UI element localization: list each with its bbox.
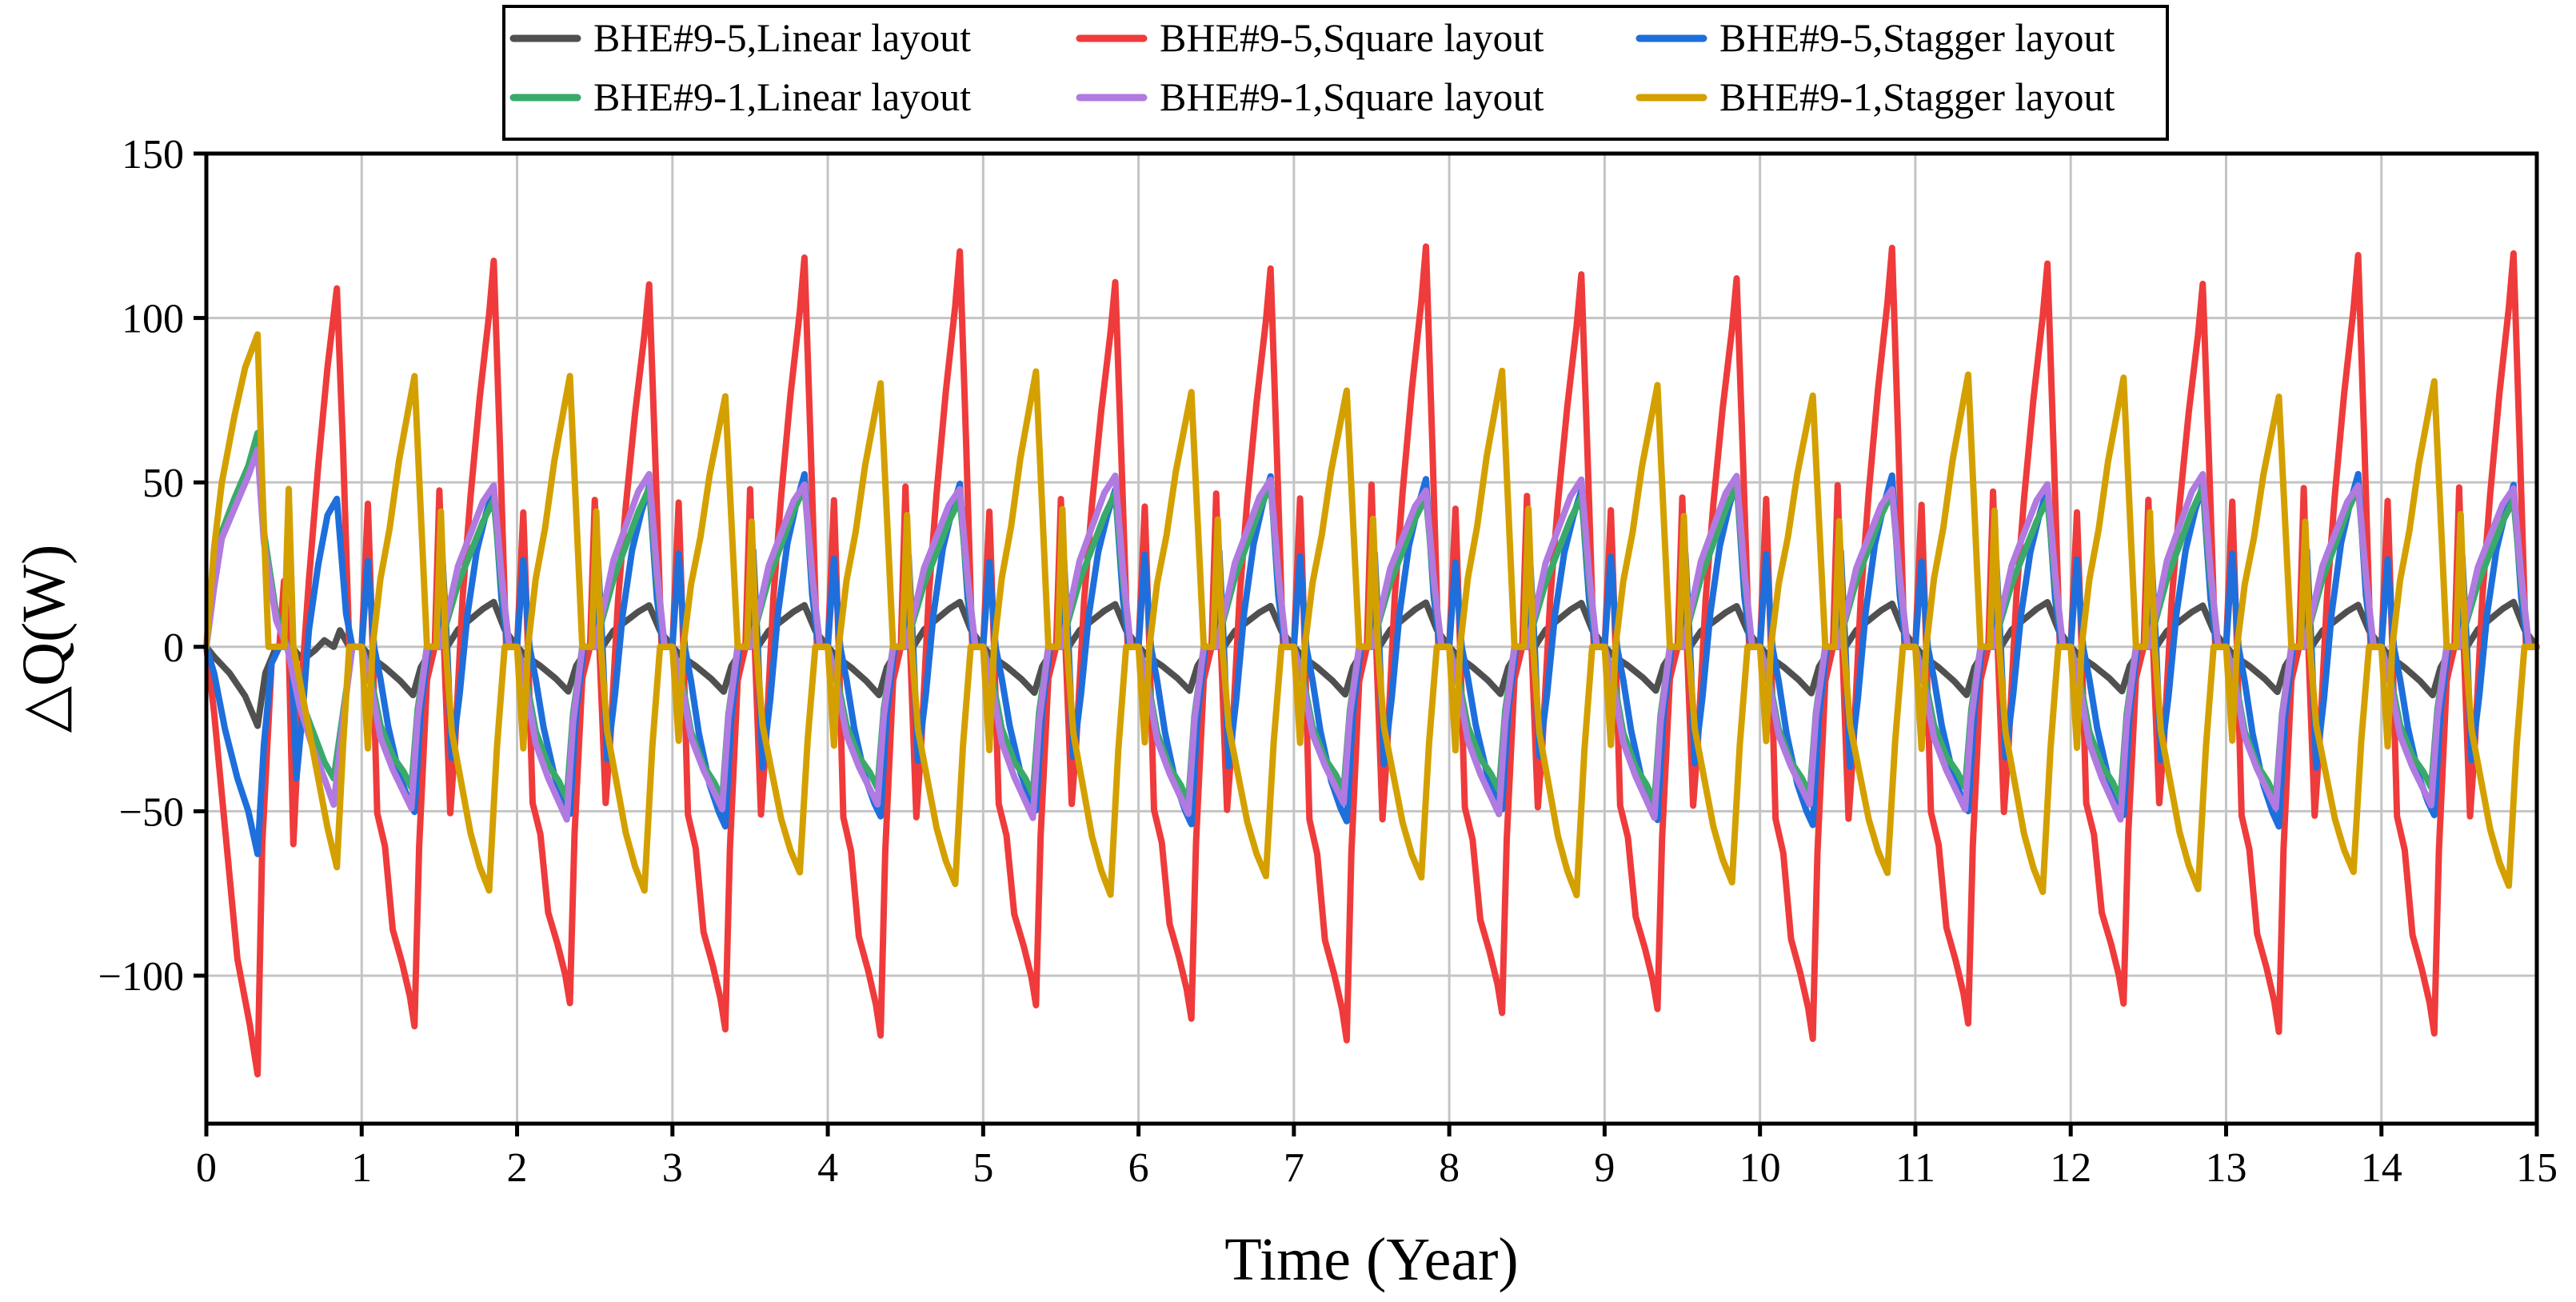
legend-box: [502, 5, 2169, 141]
legend-label: BHE#9-5,Linear layout: [593, 15, 971, 60]
x-tick-label: 1: [351, 1145, 372, 1191]
x-tick-label: 14: [2361, 1145, 2402, 1191]
y-tick-label: −100: [98, 954, 184, 1000]
plot-frame: [204, 151, 2539, 1126]
legend: BHE#9-5,Linear layout BHE#9-5,Square layo…: [502, 5, 2169, 141]
series-line-bhe-9-1-stagger-layout: [203, 331, 2540, 899]
x-tick-label: 2: [507, 1145, 528, 1191]
x-tick-label: 4: [817, 1145, 838, 1191]
y-axis-title: △Q(W): [10, 545, 78, 733]
x-tick-label: 13: [2205, 1145, 2247, 1191]
legend-label: BHE#9-1,Linear layout: [593, 74, 971, 119]
x-tick-label: 12: [2050, 1145, 2091, 1191]
legend-label: BHE#9-1,Square layout: [1160, 74, 1544, 119]
x-tick-label: 5: [972, 1145, 993, 1191]
x-axis-title: Time (Year): [1224, 1226, 1518, 1293]
y-tick-label: 0: [163, 625, 184, 671]
x-tick-label: 10: [1739, 1145, 1781, 1191]
x-tick-label: 8: [1439, 1145, 1460, 1191]
x-tick-label: 15: [2516, 1145, 2558, 1191]
x-tick-label: 7: [1284, 1145, 1304, 1191]
x-tick-label: 9: [1594, 1145, 1615, 1191]
x-tick-label: 0: [196, 1145, 217, 1191]
x-tick-label: 6: [1128, 1145, 1149, 1191]
x-tick-label: 11: [1895, 1145, 1935, 1191]
x-tick-label: 3: [662, 1145, 683, 1191]
y-tick-label: 150: [122, 132, 184, 178]
y-tick-label: 50: [142, 461, 184, 506]
y-tick-label: 100: [122, 297, 184, 342]
series-layer: [203, 243, 2540, 1078]
legend-label: BHE#9-1,Stagger layout: [1719, 74, 2115, 119]
legend-label: BHE#9-5,Square layout: [1160, 15, 1544, 60]
legend-label: BHE#9-5,Stagger layout: [1719, 15, 2115, 60]
y-tick-label: −50: [119, 789, 184, 835]
